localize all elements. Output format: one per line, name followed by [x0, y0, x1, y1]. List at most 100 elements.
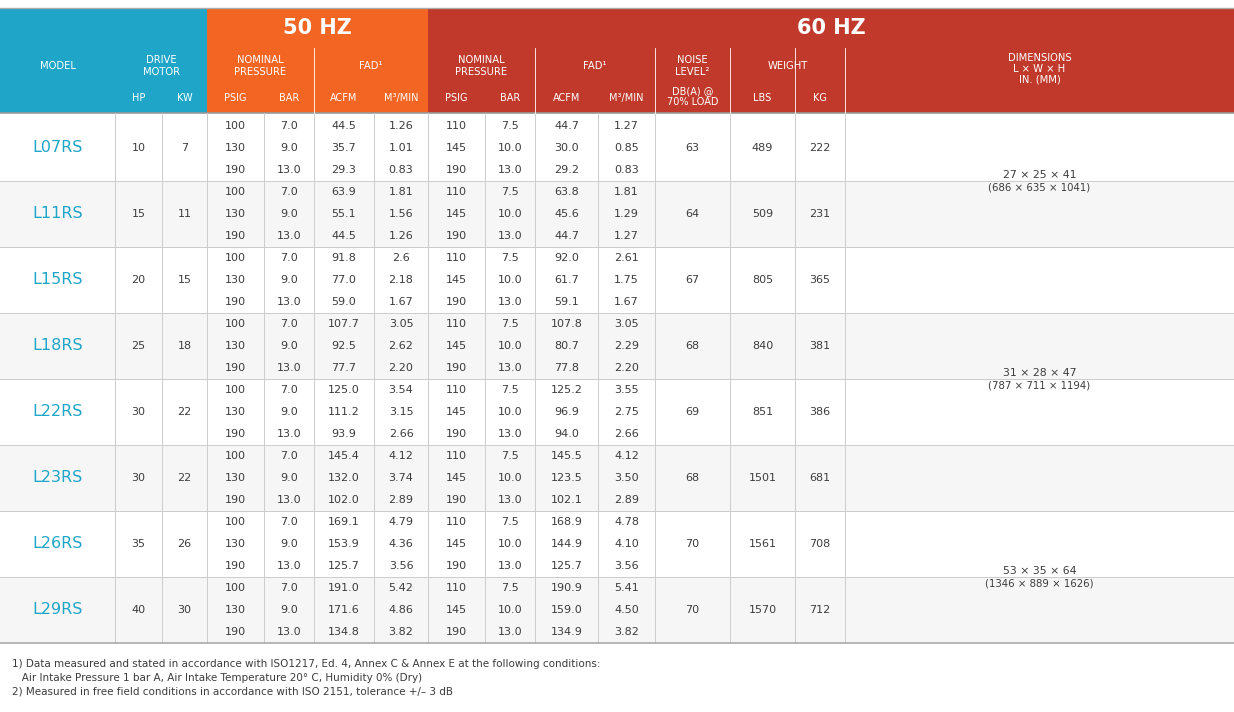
Bar	[207, 48, 428, 83]
Text: 13.0: 13.0	[497, 231, 522, 241]
Text: 4.36: 4.36	[389, 539, 413, 549]
Text: 29.2: 29.2	[554, 165, 579, 175]
Bar	[0, 181, 1234, 247]
Text: 1) Data measured and stated in accordance with ISO1217, Ed. 4, Annex C & Annex E: 1) Data measured and stated in accordanc…	[12, 659, 601, 669]
Text: 30.0: 30.0	[554, 143, 579, 153]
Text: L11RS: L11RS	[32, 206, 83, 221]
Text: 144.9: 144.9	[550, 539, 582, 549]
Text: 50 HZ: 50 HZ	[283, 18, 352, 38]
Text: 3.55: 3.55	[615, 385, 639, 395]
Text: 10.0: 10.0	[497, 275, 522, 285]
Text: 7.0: 7.0	[280, 517, 297, 527]
Text: 134.9: 134.9	[550, 627, 582, 637]
Text: 4.12: 4.12	[615, 451, 639, 461]
Text: 10.0: 10.0	[497, 473, 522, 483]
Text: 26: 26	[178, 539, 191, 549]
Text: Air Intake Pressure 1 bar A, Air Intake Temperature 20° C, Humidity 0% (Dry): Air Intake Pressure 1 bar A, Air Intake …	[12, 673, 422, 683]
Text: 9.0: 9.0	[280, 341, 297, 351]
Bar	[0, 83, 207, 113]
Text: 130: 130	[225, 341, 246, 351]
Text: 2.20: 2.20	[389, 363, 413, 373]
Text: 168.9: 168.9	[550, 517, 582, 527]
Text: LBS: LBS	[754, 93, 771, 103]
Text: 91.8: 91.8	[332, 253, 357, 263]
Text: L23RS: L23RS	[32, 471, 83, 486]
Text: 2.75: 2.75	[615, 407, 639, 417]
Text: 22: 22	[178, 473, 191, 483]
Text: 145.4: 145.4	[328, 451, 360, 461]
Text: 64: 64	[685, 209, 700, 219]
Text: 60 HZ: 60 HZ	[797, 18, 865, 38]
Text: MODEL: MODEL	[39, 61, 75, 71]
Text: 153.9: 153.9	[328, 539, 360, 549]
Text: 708: 708	[810, 539, 830, 549]
Text: 110: 110	[445, 319, 466, 329]
Text: 3.56: 3.56	[615, 561, 639, 571]
Text: 3.50: 3.50	[615, 473, 639, 483]
Text: 13.0: 13.0	[276, 297, 301, 307]
Text: 1.67: 1.67	[615, 297, 639, 307]
Text: 805: 805	[752, 275, 772, 285]
Text: 110: 110	[445, 187, 466, 197]
Text: 55.1: 55.1	[332, 209, 357, 219]
Text: 190: 190	[225, 495, 246, 505]
Text: 7.5: 7.5	[501, 319, 518, 329]
Text: 13.0: 13.0	[497, 363, 522, 373]
Text: 190: 190	[225, 231, 246, 241]
Text: 100: 100	[225, 121, 246, 131]
Text: 9.0: 9.0	[280, 143, 297, 153]
Text: NOMINAL: NOMINAL	[458, 55, 505, 65]
Text: 22: 22	[178, 407, 191, 417]
Text: 35: 35	[132, 539, 146, 549]
Text: 7.5: 7.5	[501, 385, 518, 395]
Text: 111.2: 111.2	[328, 407, 360, 417]
Text: 3.05: 3.05	[389, 319, 413, 329]
Text: 2.20: 2.20	[615, 363, 639, 373]
Text: 102.1: 102.1	[550, 495, 582, 505]
Text: 9.0: 9.0	[280, 407, 297, 417]
Text: 2.66: 2.66	[389, 429, 413, 439]
Text: 7: 7	[181, 143, 188, 153]
Text: 190: 190	[225, 429, 246, 439]
Text: DRIVE: DRIVE	[146, 55, 176, 65]
Text: PSIG: PSIG	[445, 93, 468, 103]
Text: 2.89: 2.89	[615, 495, 639, 505]
Text: 7.5: 7.5	[501, 121, 518, 131]
Text: 851: 851	[752, 407, 772, 417]
Text: 145: 145	[445, 605, 466, 615]
Text: 13.0: 13.0	[497, 165, 522, 175]
Text: 31 × 28 × 47: 31 × 28 × 47	[1003, 368, 1076, 378]
Bar	[0, 48, 207, 83]
Text: 30: 30	[132, 473, 146, 483]
Text: 7.0: 7.0	[280, 253, 297, 263]
Text: 63: 63	[686, 143, 700, 153]
Text: 2.66: 2.66	[615, 429, 639, 439]
Text: 1.81: 1.81	[615, 187, 639, 197]
Text: 110: 110	[445, 253, 466, 263]
Text: 4.10: 4.10	[615, 539, 639, 549]
Text: 125.7: 125.7	[550, 561, 582, 571]
Text: PSIG: PSIG	[225, 93, 247, 103]
Text: 130: 130	[225, 143, 246, 153]
Text: 381: 381	[810, 341, 830, 351]
Text: 9.0: 9.0	[280, 605, 297, 615]
Text: 190: 190	[445, 627, 466, 637]
Text: 10: 10	[132, 143, 146, 153]
Text: PRESSURE: PRESSURE	[455, 67, 507, 77]
Text: 1.26: 1.26	[389, 231, 413, 241]
Text: BAR: BAR	[279, 93, 299, 103]
Text: 7.0: 7.0	[280, 583, 297, 593]
Text: 1.29: 1.29	[615, 209, 639, 219]
Text: (787 × 711 × 1194): (787 × 711 × 1194)	[988, 381, 1091, 391]
Text: 100: 100	[225, 451, 246, 461]
Text: 7.5: 7.5	[501, 517, 518, 527]
Text: 9.0: 9.0	[280, 539, 297, 549]
Text: 9.0: 9.0	[280, 209, 297, 219]
Text: 2) Measured in free field conditions in accordance with ISO 2151, tolerance +/– : 2) Measured in free field conditions in …	[12, 687, 453, 697]
Text: DB(A) @: DB(A) @	[671, 86, 713, 96]
Text: 13.0: 13.0	[276, 561, 301, 571]
Text: 7.0: 7.0	[280, 319, 297, 329]
Text: 1.81: 1.81	[389, 187, 413, 197]
Text: 13.0: 13.0	[276, 627, 301, 637]
Text: 365: 365	[810, 275, 830, 285]
